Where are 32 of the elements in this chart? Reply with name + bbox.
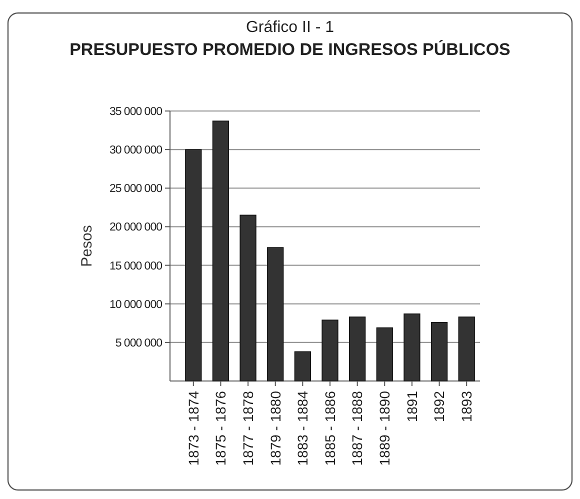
bar	[185, 149, 202, 382]
x-tick-label: 1887 - 1888	[349, 390, 366, 466]
bar	[240, 214, 256, 382]
chart-subtitle: PRESUPUESTO PROMEDIO DE INGRESOS PÚBLICOS	[70, 39, 510, 59]
bar	[294, 351, 311, 382]
x-tick-label: 1873 - 1874	[185, 390, 202, 466]
bar	[212, 120, 230, 382]
x-tick-label: 1889 - 1890	[376, 390, 393, 466]
y-tick-label: 10 000 000	[109, 298, 162, 311]
y-axis-title: Pesos	[78, 225, 96, 267]
chart-title: Gráfico II - 1	[246, 19, 334, 36]
x-tick-label: 1879 - 1880	[267, 390, 284, 466]
y-tick-label: 25 000 000	[109, 183, 162, 196]
bar	[458, 316, 475, 382]
bar	[349, 316, 366, 382]
y-tick-label: 20 000 000	[109, 222, 162, 234]
x-tick-label: 1875 - 1876	[212, 390, 229, 466]
bar	[430, 322, 448, 382]
x-tick-label: 1892	[431, 390, 448, 422]
y-tick-label: 15 000 000	[109, 260, 162, 272]
x-tick-label: 1883 - 1884	[294, 390, 311, 466]
x-tick-label: 1891	[404, 390, 420, 422]
x-tick-label: 1885 - 1886	[322, 390, 338, 466]
bar	[404, 313, 420, 382]
x-tick-label: 1893	[458, 390, 475, 422]
bar	[376, 327, 393, 382]
y-tick-label: 30 000 000	[109, 144, 162, 157]
y-tick-label: 5 000 000	[115, 337, 162, 350]
x-tick-label: 1877 - 1878	[240, 390, 256, 466]
bar	[322, 320, 338, 382]
bar	[267, 247, 284, 382]
y-tick-label: 35 000 000	[109, 106, 162, 118]
